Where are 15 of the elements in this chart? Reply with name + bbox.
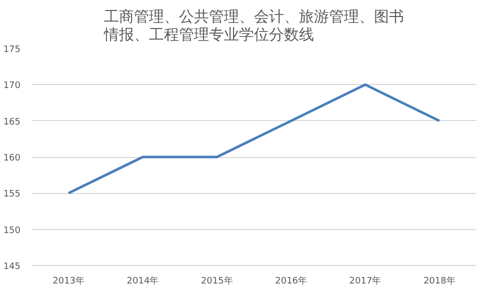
x-tick-label: 2017年 [349,276,382,286]
x-tick-label: 2016年 [275,276,308,286]
y-tick-label: 160 [3,154,21,164]
x-tick-label: 2014年 [126,276,159,286]
chart-title: 工商管理、公共管理、会计、旅游管理、图书情报、工程管理专业学位分数线 [103,8,404,44]
y-tick-label: 170 [3,81,21,92]
x-tick-label: 2013年 [52,276,85,286]
y-tick-label: 175 [3,45,21,55]
x-tick-label: 2015年 [200,276,233,286]
y-tick-label: 165 [3,117,21,128]
line-series [67,83,441,194]
y-tick-label: 155 [3,190,21,200]
x-tick-label: 2018年 [423,276,456,286]
y-tick-label: 150 [3,226,21,236]
y-tick-label: 145 [3,262,21,272]
